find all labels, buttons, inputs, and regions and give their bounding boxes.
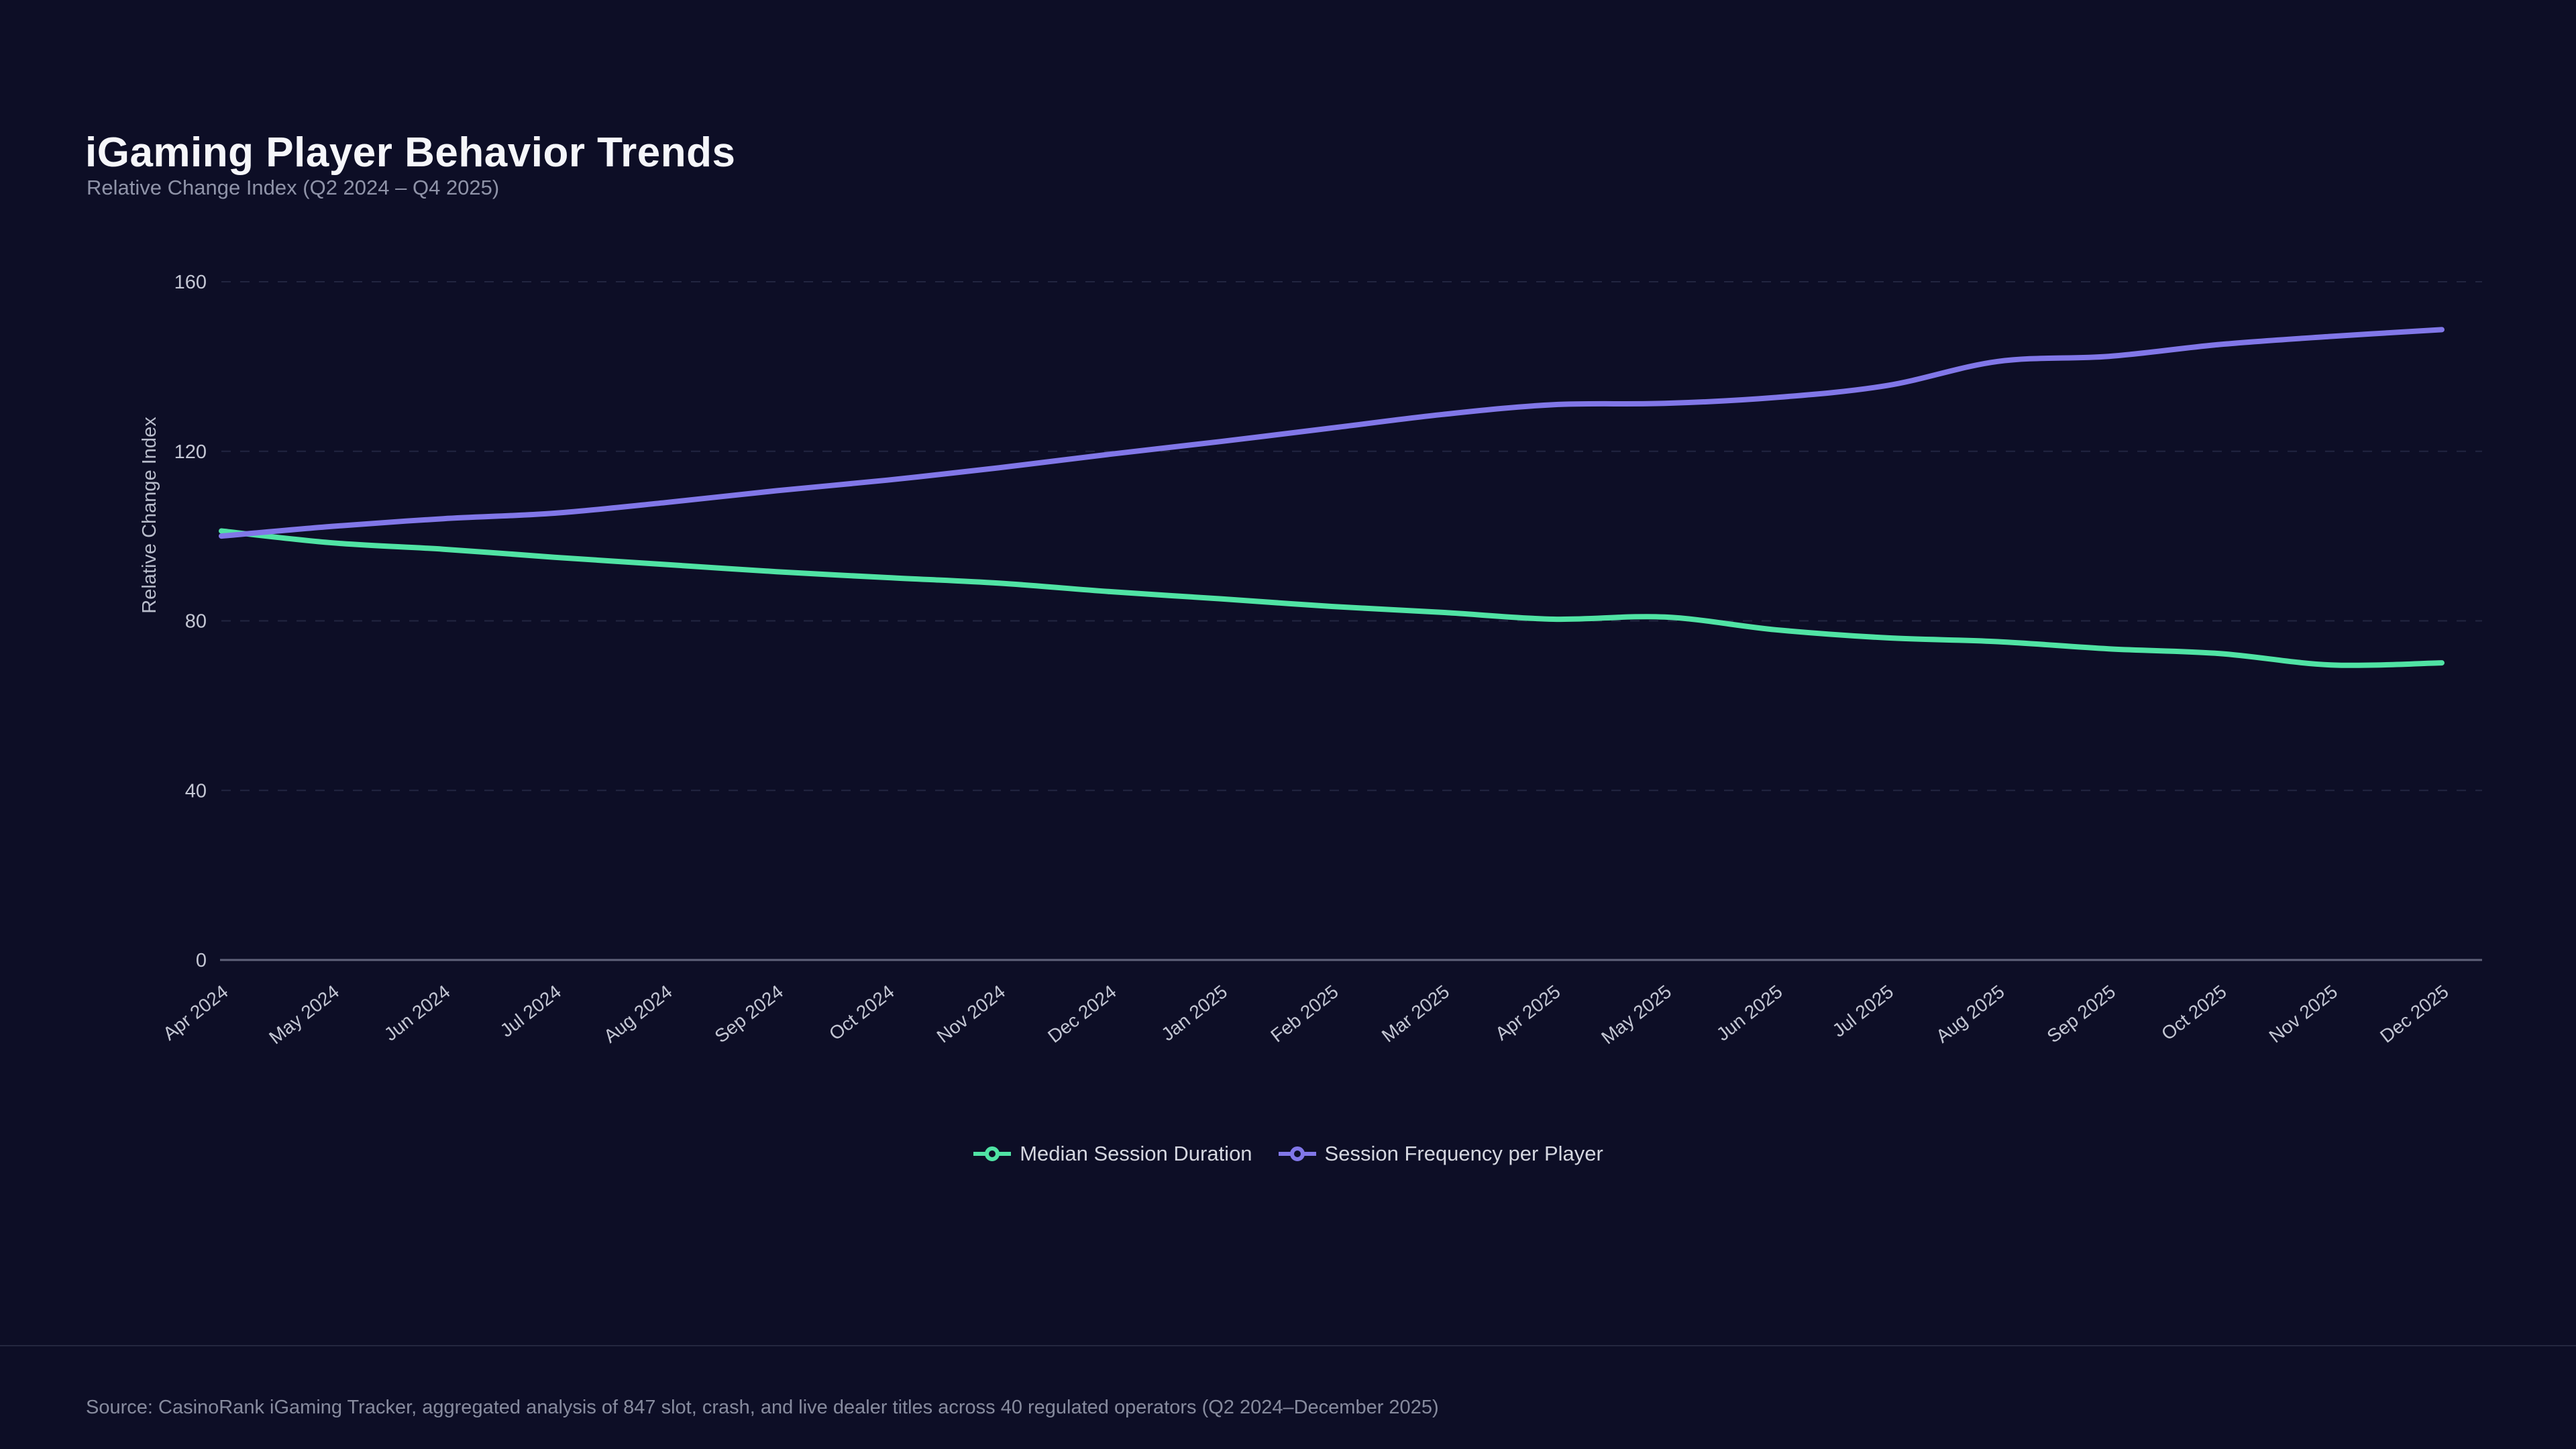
y-tick-label-0: 0 [196, 950, 207, 971]
x-tick-label-oct-2025: Oct 2025 [2157, 981, 2231, 1044]
series-line-median-session-duration[interactable] [219, 528, 2445, 668]
x-tick-label-sep-2025: Sep 2025 [2043, 981, 2120, 1046]
x-tick-label-nov-2024: Nov 2024 [933, 981, 1010, 1046]
legend-marker-session-frequency-icon [1278, 1146, 1316, 1161]
x-tick-label-may-2025: May 2025 [1597, 981, 1675, 1048]
page-title: iGaming Player Behavior Trends [85, 129, 736, 176]
legend-label: Session Frequency per Player [1324, 1142, 1603, 1165]
page-subtitle: Relative Change Index (Q2 2024 – Q4 2025… [87, 176, 500, 199]
y-tick-label-40: 40 [185, 780, 207, 802]
x-tick-label-feb-2025: Feb 2025 [1267, 981, 1342, 1046]
x-tick-label-apr-2024: Apr 2024 [159, 981, 232, 1044]
footer-divider [0, 1345, 2576, 1346]
x-tick-label-may-2024: May 2024 [265, 981, 343, 1048]
legend-item-session-frequency-per-player[interactable]: Session Frequency per Player [1278, 1142, 1603, 1166]
series-line-session-frequency-per-player[interactable] [219, 327, 2445, 539]
y-tick-label-80: 80 [185, 611, 207, 633]
x-tick-label-oct-2024: Oct 2024 [825, 981, 898, 1044]
x-tick-label-apr-2025: Apr 2025 [1491, 981, 1564, 1044]
legend-marker-median-session-duration-icon [973, 1146, 1012, 1161]
x-tick-label-nov-2025: Nov 2025 [2265, 981, 2342, 1046]
x-tick-label-jan-2025: Jan 2025 [1157, 981, 1231, 1044]
chart-legend: Median Session Duration Session Frequenc… [0, 1142, 2576, 1166]
y-axis-title: Relative Change Index [139, 417, 160, 614]
x-tick-label-jun-2025: Jun 2025 [1713, 981, 1786, 1044]
x-tick-label-sep-2024: Sep 2024 [711, 981, 788, 1046]
x-tick-label-dec-2024: Dec 2024 [1044, 981, 1120, 1046]
x-tick-label-jul-2024: Jul 2024 [496, 981, 566, 1041]
y-tick-label-120: 120 [174, 441, 207, 463]
x-tick-label-jun-2024: Jun 2024 [380, 981, 454, 1044]
y-tick-label-160: 160 [174, 272, 207, 293]
x-tick-label-jul-2025: Jul 2025 [1829, 981, 1898, 1041]
source-note: Source: CasinoRank iGaming Tracker, aggr… [86, 1397, 1439, 1418]
x-tick-label-aug-2025: Aug 2025 [1932, 981, 2008, 1046]
x-tick-label-aug-2024: Aug 2024 [600, 981, 676, 1046]
legend-item-median-session-duration[interactable]: Median Session Duration [973, 1142, 1252, 1166]
x-tick-label-mar-2025: Mar 2025 [1378, 981, 1453, 1046]
legend-label: Median Session Duration [1020, 1142, 1252, 1165]
x-tick-label-dec-2025: Dec 2025 [2376, 981, 2453, 1046]
